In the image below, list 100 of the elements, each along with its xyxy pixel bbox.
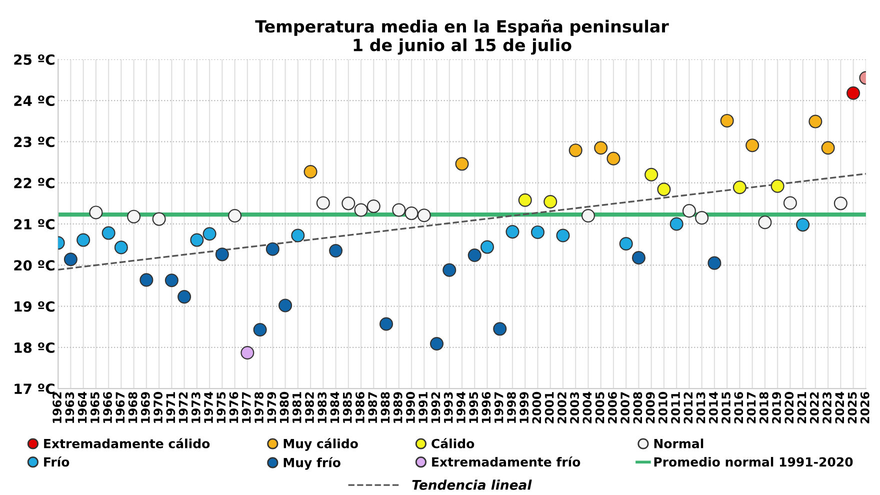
y-tick-label: 23 ºC: [14, 136, 54, 148]
point: [518, 193, 532, 207]
x-tick-label: 2018: [759, 392, 768, 424]
point: [442, 263, 456, 277]
point: [770, 179, 784, 193]
point: [480, 240, 494, 254]
x-tick-label: 1965: [90, 392, 100, 423]
legend-label: Muy cálido: [284, 438, 358, 451]
point: [430, 336, 444, 350]
x-tick-label: 1998: [506, 392, 516, 423]
point: [228, 208, 242, 223]
point: [178, 290, 192, 304]
x-tick-label: 1980: [280, 392, 289, 423]
x-tick-label: 1970: [154, 392, 162, 423]
point: [127, 210, 141, 224]
point: [114, 240, 128, 254]
legend-label: Normal: [654, 438, 704, 448]
x-tick-label: 2006: [608, 392, 617, 424]
x-tick-label: 1993: [444, 392, 453, 423]
x-tick-label: 2023: [822, 392, 832, 424]
x-tick-label: 1968: [128, 392, 138, 423]
point: [278, 298, 292, 312]
point: [164, 274, 178, 288]
x-tick-label: 1995: [469, 392, 478, 423]
x-tick-label: 1975: [216, 392, 226, 423]
point: [493, 322, 507, 336]
x-tick-label: 2022: [810, 392, 819, 424]
x-tick-label: 1999: [520, 392, 529, 423]
point: [632, 250, 646, 264]
point: [291, 228, 305, 242]
point: [619, 236, 633, 251]
x-tick-label: 2005: [595, 392, 604, 424]
point: [708, 256, 722, 270]
point: [76, 233, 90, 247]
point: [329, 244, 343, 258]
x-tick-label: 1988: [380, 392, 390, 423]
point: [556, 228, 570, 242]
point: [568, 144, 582, 158]
point: [380, 317, 394, 331]
point: [581, 208, 595, 223]
x-tick-label: 2021: [797, 392, 806, 424]
x-tick-label: 2003: [570, 392, 580, 424]
x-tick-label: 1990: [406, 392, 415, 423]
point: [366, 200, 380, 214]
x-tick-label: 2008: [633, 392, 642, 424]
x-tick-label: 1979: [267, 392, 276, 423]
x-tick-label: 2007: [620, 392, 630, 424]
y-tick-label: 22 ºC: [14, 178, 54, 188]
x-tick-label: 2012: [684, 392, 693, 424]
legend-label: Extremadamente cálido: [44, 438, 210, 448]
x-tick-label: 1997: [494, 392, 504, 423]
point: [758, 216, 772, 230]
legend-label: Muy frío: [284, 457, 340, 470]
point: [152, 212, 166, 226]
x-tick-label: 2001: [544, 392, 554, 424]
x-tick-label: 2026: [860, 392, 870, 424]
x-tick-label: 1966: [103, 392, 112, 423]
point: [455, 157, 469, 171]
x-tick-label: 1985: [342, 392, 352, 423]
x-tick-label: 1989: [393, 392, 402, 423]
point: [783, 196, 797, 210]
x-tick-label: 1987: [368, 392, 378, 423]
point: [732, 180, 746, 194]
x-tick-label: 1986: [356, 392, 364, 423]
x-tick-label: 2011: [671, 392, 680, 424]
chart-title: Temperatura media en la España peninsular 1 de junio al 15 de julio: [255, 19, 669, 55]
y-tick-label: 18 ºC: [14, 342, 54, 353]
x-tick-label: 1978: [254, 392, 264, 423]
x-tick-label: 2004: [582, 392, 592, 424]
point: [304, 164, 318, 178]
x-tick-label: 1963: [65, 392, 74, 423]
x-tick-label: 1984: [330, 392, 340, 423]
point: [821, 141, 835, 155]
point: [215, 248, 229, 262]
x-tick-label: 1994: [456, 392, 466, 423]
point: [417, 208, 431, 222]
point: [102, 226, 116, 240]
point: [392, 203, 406, 217]
point: [354, 203, 368, 217]
x-tick-label: 2014: [708, 392, 718, 424]
y-tick-label: 19 ºC: [14, 301, 54, 312]
point: [746, 138, 760, 152]
x-tick-label: 1971: [166, 392, 176, 423]
x-tick-label: 2024: [835, 392, 844, 424]
point: [808, 114, 822, 128]
x-tick-label: 2019: [772, 392, 781, 424]
y-tick-label: 20 ºC: [14, 260, 54, 271]
point: [202, 227, 216, 241]
x-tick-label: 1972: [178, 392, 188, 423]
point: [720, 114, 734, 128]
point: [89, 206, 103, 220]
point: [695, 211, 709, 225]
point: [834, 196, 848, 210]
x-tick-label: 2015: [722, 392, 730, 424]
legend-label: Tendencia lineal: [412, 480, 532, 490]
x-tick-label: 1992: [431, 392, 440, 423]
x-tick-label: 1983: [318, 392, 327, 423]
legend-label: Extremadamente frío: [432, 456, 580, 467]
point: [530, 225, 544, 239]
point: [240, 346, 254, 360]
